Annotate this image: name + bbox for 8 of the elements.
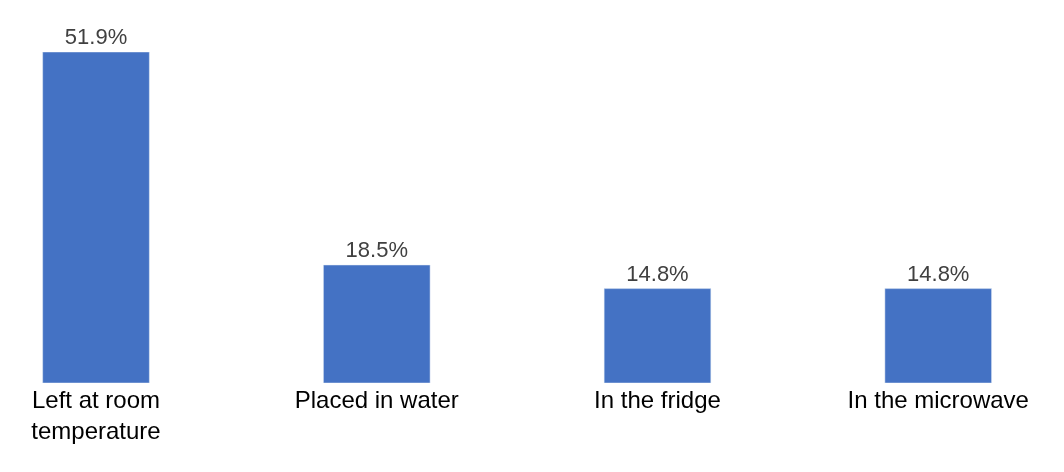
- data-label: 14.8%: [907, 260, 970, 286]
- data-label: 14.8%: [626, 260, 689, 286]
- x-tick-label: Left at room temperature: [31, 386, 161, 445]
- x-tick-label: In the microwave: [847, 386, 1029, 413]
- data-label: 18.5%: [345, 237, 408, 263]
- x-tick-label: In the fridge: [594, 386, 721, 413]
- data-label: 51.9%: [64, 24, 128, 49]
- x-tick-label: Placed in water: [294, 386, 459, 413]
